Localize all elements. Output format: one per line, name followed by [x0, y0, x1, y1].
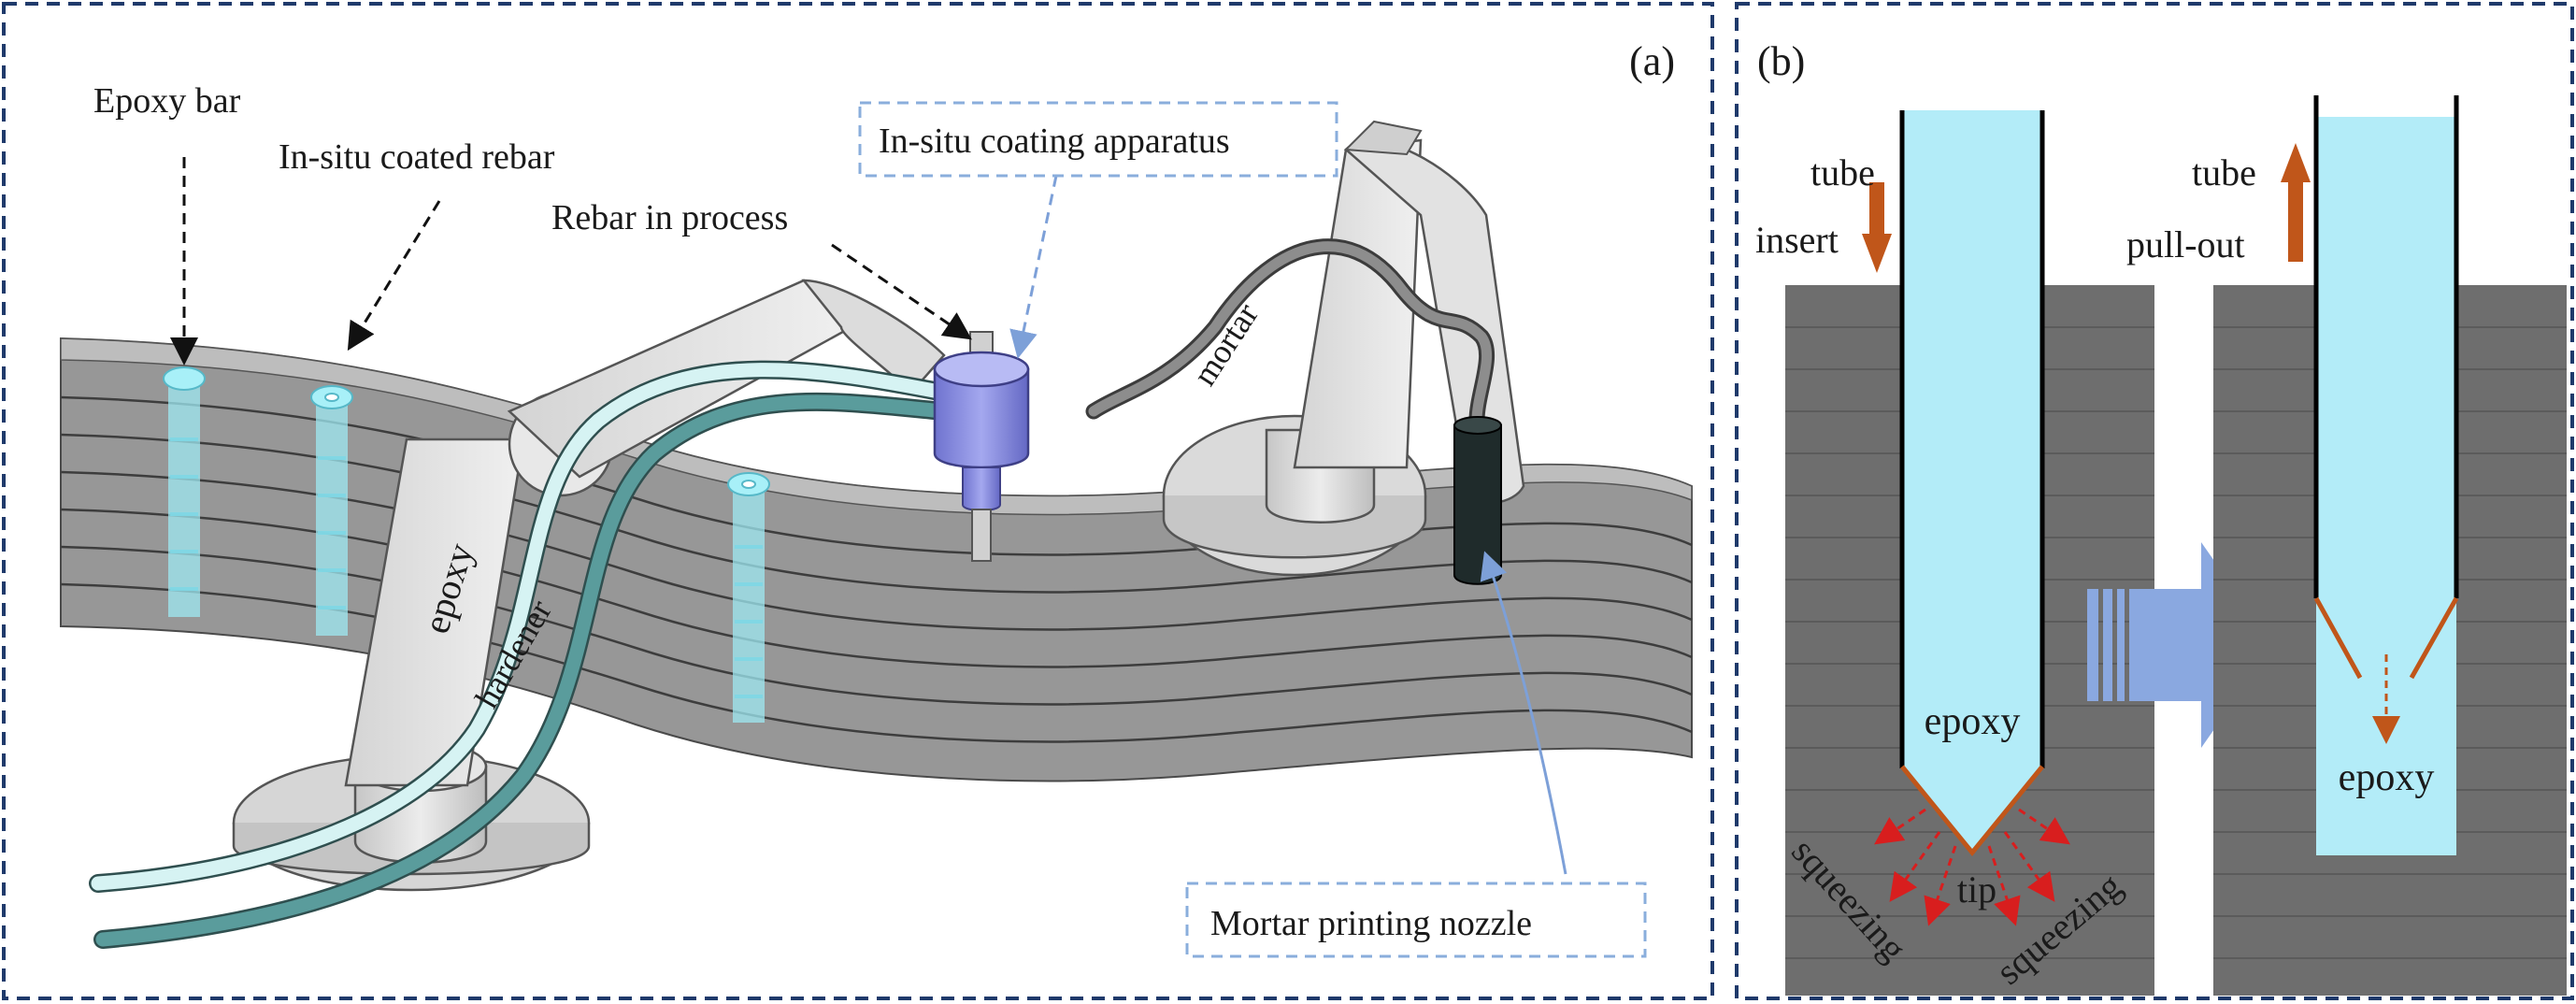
- label-epoxy-right: epoxy: [2339, 756, 2435, 799]
- hardener-tube: [95, 394, 952, 947]
- coated-rebar-arrow: [347, 200, 441, 351]
- label-epoxy-bar: Epoxy bar: [93, 81, 241, 121]
- panel-a-tag: (a): [1629, 38, 1675, 84]
- mortar-hose: [1085, 238, 1496, 429]
- tube-right-epoxy: [2316, 117, 2456, 855]
- label-tube-right: tube: [2192, 151, 2256, 194]
- tube-right-tip: [2313, 596, 2459, 680]
- nozzle-label-box: [1185, 882, 1647, 958]
- label-tube-left: tube: [1810, 151, 1875, 194]
- panel-a-frame: [2, 2, 1714, 1000]
- tube-left-epoxy: [1902, 110, 2042, 853]
- coating-apparatus: [933, 331, 1030, 562]
- coating-apparatus-box: [858, 101, 1338, 178]
- rebar-process-arrow: [831, 243, 972, 340]
- label-coated-rebar: In-situ coated rebar: [279, 137, 555, 177]
- nozzle-arrow: [1480, 551, 1567, 875]
- epoxy-tube: [91, 363, 952, 891]
- wall-right: [2213, 95, 2567, 996]
- supply-tubes: [89, 360, 953, 949]
- label-coating-apparatus: In-situ coating apparatus: [879, 122, 1230, 161]
- label-epoxy-left: epoxy: [1925, 700, 2021, 743]
- label-nozzle: Mortar printing nozzle: [1210, 904, 1532, 943]
- label-pull-out: pull-out: [2126, 223, 2245, 265]
- panel-b-frame: [1735, 2, 2574, 1000]
- apparatus-arrow: [1009, 175, 1058, 359]
- coated-rebar-1: [310, 385, 353, 636]
- label-tip: tip: [1957, 868, 1996, 911]
- panel-b-tag: (b): [1757, 38, 1805, 84]
- callout-arrows: [170, 157, 1567, 875]
- tube-left-tip: [1900, 765, 2044, 856]
- panel-b: (b) tube insert tube pull-out epoxy epox…: [1735, 2, 2574, 1000]
- panel-a: (a) Epoxy bar In-situ coated rebar Rebar…: [2, 2, 1714, 1000]
- label-insert: insert: [1755, 219, 1839, 261]
- tube-insert-arrow: [1862, 182, 1892, 273]
- squeeze-arrows: [1874, 808, 2070, 926]
- coated-rebar-2: [727, 472, 770, 723]
- mortar-nozzle: [1453, 416, 1502, 585]
- epoxy-bar-1: [163, 366, 206, 617]
- label-rebar-in-process: Rebar in process: [551, 198, 788, 237]
- tube-pullout-arrow: [2281, 143, 2311, 262]
